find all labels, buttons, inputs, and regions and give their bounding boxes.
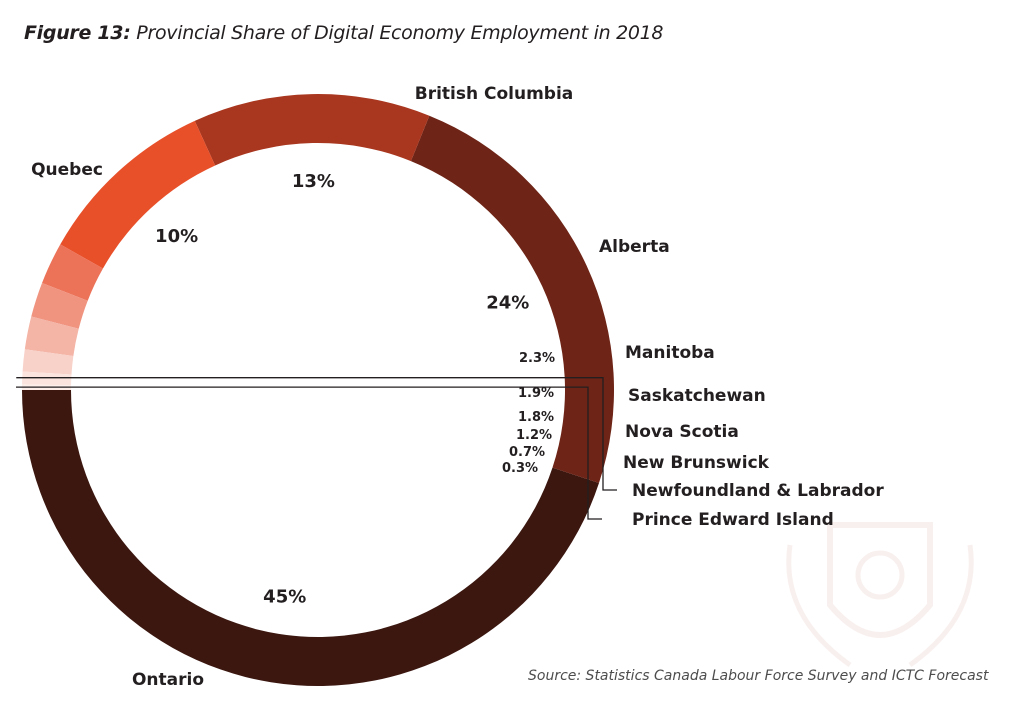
- leader-line-newfoundland-and-labrador: [16, 377, 617, 491]
- label-ontario: Ontario: [132, 670, 204, 690]
- slice-saskatchewan: [31, 282, 88, 329]
- slice-quebec: [410, 115, 614, 484]
- label-new-brunswick: New Brunswick: [623, 453, 770, 473]
- label-british-columbia: British Columbia: [415, 84, 574, 104]
- slice-manitoba: [42, 244, 103, 301]
- leader-line-prince-edward-island: [16, 386, 602, 520]
- slice-nova-scotia: [24, 316, 79, 357]
- value-saskatchewan: 1.9%: [518, 386, 554, 401]
- label-quebec: Quebec: [31, 160, 103, 180]
- value-quebec: 24%: [486, 292, 529, 313]
- label-newfoundland-and-labrador: Newfoundland & Labrador: [632, 481, 884, 501]
- figure-title: Figure 13: Provincial Share of Digital E…: [24, 22, 664, 44]
- label-nova-scotia: Nova Scotia: [625, 422, 739, 442]
- value-new-brunswick: 1.2%: [516, 428, 552, 443]
- slice-newfoundland-and-labrador: [22, 371, 72, 386]
- value-newfoundland-and-labrador: 0.7%: [509, 445, 545, 460]
- figure-label: Figure 13:: [24, 22, 131, 44]
- value-nova-scotia: 1.8%: [518, 410, 554, 425]
- slice-new-brunswick: [22, 349, 74, 375]
- label-alberta: Alberta: [599, 237, 670, 257]
- value-alberta: 10%: [155, 226, 198, 247]
- label-prince-edward-island: Prince Edward Island: [632, 510, 834, 530]
- label-saskatchewan: Saskatchewan: [628, 386, 766, 406]
- source-note: Source: Statistics Canada Labour Force S…: [528, 668, 989, 684]
- label-manitoba: Manitoba: [625, 343, 715, 363]
- figure-caption: Provincial Share of Digital Economy Empl…: [136, 22, 664, 44]
- value-ontario: 45%: [263, 586, 306, 607]
- slice-alberta: [60, 120, 216, 269]
- value-british-columbia: 13%: [292, 171, 335, 192]
- slice-british-columbia: [194, 93, 430, 166]
- slice-ontario: [22, 390, 599, 687]
- watermark-crest-icon: [786, 522, 974, 668]
- value-manitoba: 2.3%: [519, 351, 555, 366]
- value-prince-edward-island: 0.3%: [502, 461, 538, 476]
